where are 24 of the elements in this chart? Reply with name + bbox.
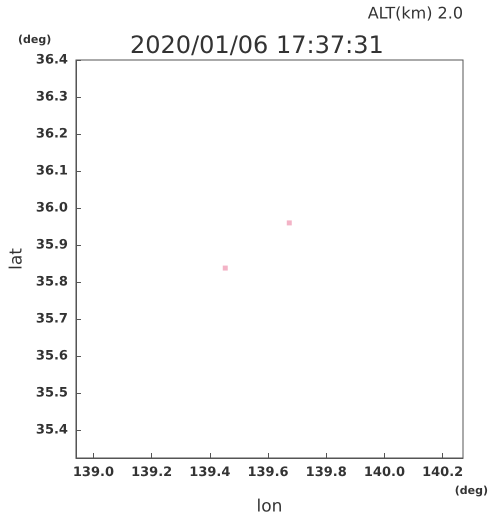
y-tick-label: 36.1 [36,164,68,179]
y-tick-label: 35.6 [36,348,68,364]
y-tick-label: 35.4 [36,422,68,438]
x-tick-label: 140.0 [364,465,405,480]
y-tick-label: 36.4 [36,52,68,68]
x-tick-label: 140.2 [422,465,464,480]
chart-subtitle: ALT(km) 2.0 [368,4,463,22]
y-axis-title: lat [6,248,26,270]
chart-title: 2020/01/06 17:37:31 [130,31,384,59]
x-tick-label: 139.6 [247,465,289,480]
x-tick-label: 139.0 [72,465,114,480]
y-tick-label: 35.5 [36,386,68,401]
y-tick-label: 36.0 [36,200,68,216]
text: (deg) [18,33,52,46]
x-axis-title: lon [256,496,282,516]
x-tick-label: 139.4 [189,465,230,480]
y-tick-label: 36.3 [36,90,68,105]
y-tick-label: 35.9 [36,238,68,253]
x-tick-label: 139.2 [131,465,172,480]
y-tick-label: 35.7 [36,312,68,327]
y-tick-label: 36.2 [36,126,68,142]
x-tick-label: 139.8 [306,465,347,480]
text: (deg) [454,484,488,497]
y-tick-label: 35.8 [36,274,68,290]
